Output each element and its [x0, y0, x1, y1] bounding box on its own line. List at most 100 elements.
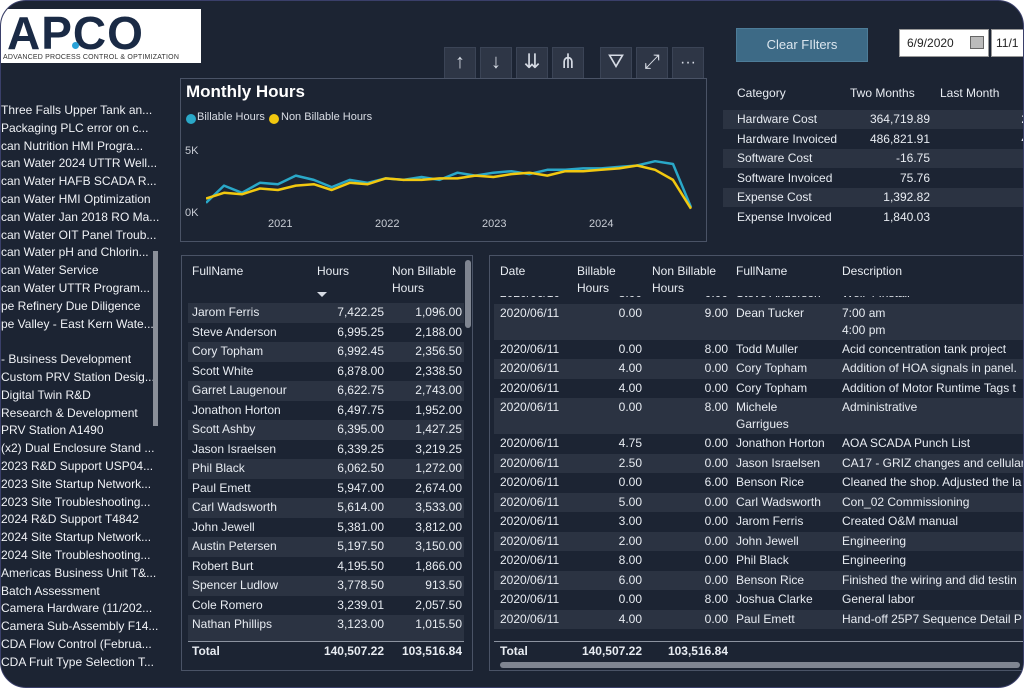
slicer-item[interactable]: CDA Fruit Type Selection T...: [1, 654, 154, 669]
col-header-fullname[interactable]: FullName: [192, 264, 244, 278]
slicer-item[interactable]: can Water OIT Panel Troub...: [1, 227, 157, 242]
detail-horizontal-scrollbar[interactable]: [500, 662, 1020, 668]
drill-down-all-icon[interactable]: ⇊: [523, 51, 541, 73]
slicer-item[interactable]: (x2) Dual Enclosure Stand ...: [1, 441, 155, 456]
table-row[interactable]: 2020/06/11 4.00 0.00 Paul Emett Hand-off 25P…: [494, 609, 1023, 629]
slicer-item[interactable]: 2023 Site Startup Network...: [1, 476, 152, 491]
employee-table-scrollbar[interactable]: [465, 260, 471, 328]
col-header-non-billable[interactable]: Non Billable Hours: [392, 263, 456, 297]
table-row[interactable]: 2020/06/11 0.00 6.00 Benson Rice Cleaned the…: [494, 473, 1023, 493]
slicer-item[interactable]: Packaging PLC error on c...: [1, 120, 149, 135]
col-header-date[interactable]: Date: [500, 264, 526, 278]
slicer-item[interactable]: Camera Sub-Assembly F14...: [1, 619, 159, 634]
table-row[interactable]: 2020/06/11 4.00 0.00 Cory Topham Addition of…: [494, 378, 1023, 398]
col-header-billable-hours[interactable]: Billable Hours: [577, 263, 616, 297]
slicer-item[interactable]: PRV Station A1490: [1, 423, 104, 438]
slicer-scrollbar[interactable]: [153, 251, 158, 426]
slicer-item[interactable]: can Water UTTR Program...: [1, 281, 150, 295]
filter-icon[interactable]: ⛛: [607, 51, 625, 73]
clear-filters-button[interactable]: Clear FIlters: [736, 28, 868, 62]
arrow-down-button[interactable]: ↓: [480, 47, 512, 79]
table-row[interactable]: 2020/06/11 4.00 0.00 Cory Topham Addition of…: [494, 359, 1023, 379]
table-row[interactable]: 2020/06/11 5.00 0.00 Carl Wadsworth Con_02 C…: [494, 492, 1023, 512]
table-row-partial[interactable]: [188, 634, 464, 641]
table-row[interactable]: Scott White 6,878.00 2,338.50: [188, 361, 464, 381]
slicer-item[interactable]: - Business Development: [1, 352, 132, 367]
slicer-item[interactable]: Batch Assessment: [1, 583, 100, 598]
table-row[interactable]: Cory Topham 6,992.45 2,356.50: [188, 342, 464, 362]
slicer-item[interactable]: Digital Twin R&D: [1, 387, 91, 402]
slicer-item[interactable]: can Water HMI Optimization: [1, 192, 151, 206]
table-row[interactable]: Nathan Phillips 3,123.00 1,015.50: [188, 615, 464, 635]
table-row[interactable]: 2020/06/11 4.75 0.00 Jonathon Horton AOA SCA…: [494, 434, 1023, 454]
table-row[interactable]: Phil Black 6,062.50 1,272.00: [188, 459, 464, 479]
monthly-hours-line-chart[interactable]: [206, 141, 701, 221]
table-row[interactable]: 2020/06/11 0.00 8.00 Todd Muller Acid concen…: [494, 339, 1023, 359]
sort-desc-icon[interactable]: [317, 292, 327, 297]
table-row[interactable]: Jason Israelsen 6,339.25 3,219.25: [188, 439, 464, 459]
start-date-input[interactable]: 6/9/2020: [899, 29, 989, 57]
slicer-item[interactable]: 2024 Site Startup Network...: [1, 530, 152, 545]
table-row[interactable]: Scott Ashby 6,395.00 1,427.25: [188, 420, 464, 440]
expand-hierarchy-icon[interactable]: ⋔: [559, 51, 577, 73]
slicer-item[interactable]: can Water Service: [1, 263, 99, 278]
col-header-category[interactable]: Category: [737, 86, 786, 100]
slicer-item[interactable]: Three Falls Upper Tank an...: [1, 103, 153, 117]
end-date-input[interactable]: 11/1: [991, 29, 1023, 57]
table-row[interactable]: Garret Laugenour 6,622.75 2,743.00: [188, 381, 464, 401]
filter-button[interactable]: ⛛: [600, 47, 632, 79]
arrow-down-icon[interactable]: ↓: [491, 51, 501, 73]
table-row[interactable]: Jonathon Horton 6,497.75 1,952.00: [188, 400, 464, 420]
calendar-icon[interactable]: [970, 36, 984, 49]
focus-mode-icon[interactable]: ⤢: [644, 51, 660, 73]
table-row[interactable]: Austin Petersen 5,197.50 3,150.00: [188, 537, 464, 557]
series-line-non-billable[interactable]: [206, 164, 693, 210]
col-header-two-months[interactable]: Two Months: [850, 86, 915, 100]
slicer-item[interactable]: can Nutrition HMI Progra...: [1, 138, 144, 153]
table-row[interactable]: 2020/06/108.000.00 Steve Anderson Well 4 I…: [494, 296, 1023, 304]
series-line-billable[interactable]: [206, 159, 693, 208]
table-row[interactable]: 2020/06/11 8.00 0.00 Phil Black Engineering: [494, 551, 1023, 571]
slicer-item[interactable]: Americas Business Unit T&...: [1, 565, 157, 580]
slicer-item[interactable]: 2023 Site Troubleshooting...: [1, 494, 151, 509]
table-row[interactable]: 2020/06/11 0.00 9.00 Dean Tucker 7:00 am 4:00…: [494, 303, 1023, 340]
table-row[interactable]: Spencer Ludlow 3,778.50 913.50: [188, 576, 464, 596]
table-row[interactable]: John Jewell 5,381.00 3,812.00: [188, 517, 464, 537]
table-row[interactable]: Cole Romero 3,239.01 2,057.50: [188, 595, 464, 615]
slicer-item[interactable]: Camera Hardware (11/202...: [1, 601, 153, 616]
slicer-item[interactable]: can Water 2024 UTTR Well...: [1, 156, 158, 171]
arrow-up-button[interactable]: ↑: [444, 47, 476, 79]
slicer-item[interactable]: pe Refinery Due Diligence: [1, 298, 141, 313]
table-row[interactable]: 2020/06/11 2.00 0.00 John Jewell Engineering: [494, 531, 1023, 551]
table-row[interactable]: 2020/06/11 0.00 8.00 Joshua Clarke General l…: [494, 590, 1023, 610]
slicer-item[interactable]: 2024 Site Troubleshooting...: [1, 548, 151, 562]
legend-non-billable[interactable]: Non Billable Hours: [281, 111, 373, 123]
slicer-item[interactable]: 2024 R&D Support T4842: [1, 512, 139, 527]
col-header-last-month[interactable]: Last Month: [940, 86, 1000, 100]
arrow-up-icon[interactable]: ↑: [455, 51, 465, 73]
table-row[interactable]: Carl Wadsworth 5,614.00 3,533.00: [188, 498, 464, 518]
table-row[interactable]: Robert Burt 4,195.50 1,866.00: [188, 556, 464, 576]
col-header-hours[interactable]: Hours: [317, 264, 350, 278]
table-row[interactable]: Jarom Ferris 7,422.25 1,096.00: [188, 303, 464, 323]
slicer-item[interactable]: Research & Development: [1, 405, 138, 420]
table-row[interactable]: 2020/06/11 6.00 0.00 Benson Rice Finished th…: [494, 570, 1023, 590]
more-options-icon[interactable]: ···: [680, 54, 696, 71]
expand-hierarchy-button[interactable]: ⋔: [552, 47, 584, 79]
table-row[interactable]: 2020/06/11 0.00 8.00 Michele Administrative G…: [494, 398, 1023, 434]
slicer-item[interactable]: 2023 R&D Support USP04...: [1, 459, 154, 473]
slicer-item[interactable]: CDA Flow Control (Februa...: [1, 637, 152, 651]
drill-down-all-button[interactable]: ⇊: [516, 47, 548, 79]
slicer-item[interactable]: Custom PRV Station Desig...: [1, 370, 155, 384]
col-header-description[interactable]: Description: [842, 264, 903, 278]
slicer-item[interactable]: can Water pH and Chlorin...: [1, 245, 149, 260]
table-row[interactable]: Paul Emett 5,947.00 2,674.00: [188, 478, 464, 498]
slicer-item[interactable]: can Water Jan 2018 RO Ma...: [1, 209, 159, 224]
more-options-button[interactable]: ···: [672, 47, 704, 79]
col-header-nb-hours[interactable]: Non Billable Hours: [652, 263, 716, 297]
col-header-det-fullname[interactable]: FullName: [736, 264, 788, 278]
slicer-item[interactable]: pe Valley - East Kern Wate...: [1, 316, 154, 331]
legend-billable[interactable]: Billable Hours: [197, 111, 265, 123]
table-row[interactable]: 2020/06/11 2.50 0.00 Jason Israelsen CA17 - …: [494, 453, 1023, 473]
table-row[interactable]: Steve Anderson 6,995.25 2,188.00: [188, 322, 464, 342]
